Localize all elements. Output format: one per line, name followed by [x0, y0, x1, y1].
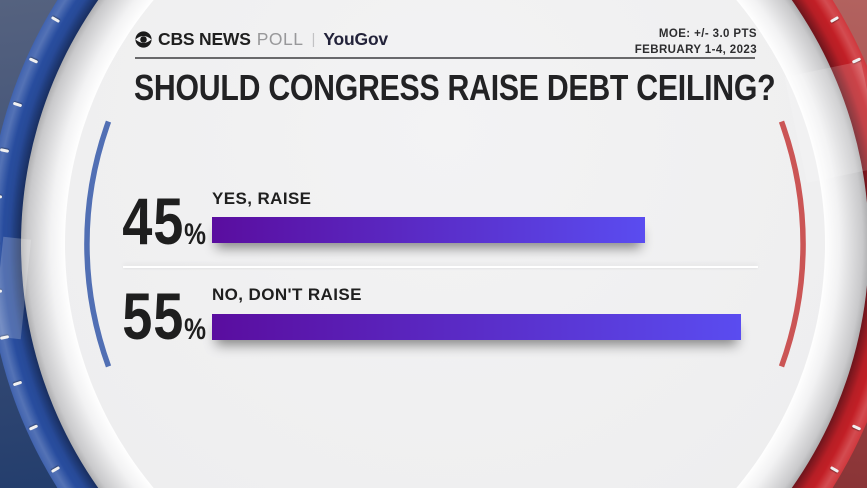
bar-value: 55% — [85, 283, 206, 349]
row-divider — [123, 266, 758, 268]
field-dates: FEBRUARY 1-4, 2023 — [634, 44, 757, 57]
percent-sign: % — [184, 313, 206, 346]
bar-label: NO, DON'T RAISE — [212, 285, 362, 304]
content-disc — [65, 0, 825, 488]
bar-yes-raise — [212, 217, 645, 243]
brand-poll: POLL — [256, 29, 304, 49]
bar-label: YES, RAISE — [212, 189, 312, 208]
brand-yougov: YouGov — [323, 29, 388, 49]
brand-cbs-news: CBS NEWS — [158, 29, 251, 49]
bar-value-number: 55 — [122, 279, 185, 353]
brand-lockup: CBS NEWS POLL | YouGov — [135, 29, 388, 50]
brand-separator: | — [311, 31, 316, 48]
header-divider — [135, 57, 755, 59]
moe-line: MOE: +/- 3.0 PTS — [658, 28, 757, 40]
accent-arc-red — [778, 120, 806, 368]
bar-value: 45% — [85, 188, 206, 254]
accent-arc-blue — [84, 120, 112, 368]
bar-no-dont-raise — [212, 314, 741, 340]
bar-value-number: 45 — [122, 184, 185, 258]
cbs-eye-icon — [135, 31, 152, 48]
moe-note: MOE: +/- 3.0 PTS FEBRUARY 1-4, 2023 — [635, 26, 757, 58]
percent-sign: % — [184, 218, 206, 251]
chart-title: SHOULD CONGRESS RAISE DEBT CEILING? — [134, 67, 776, 108]
